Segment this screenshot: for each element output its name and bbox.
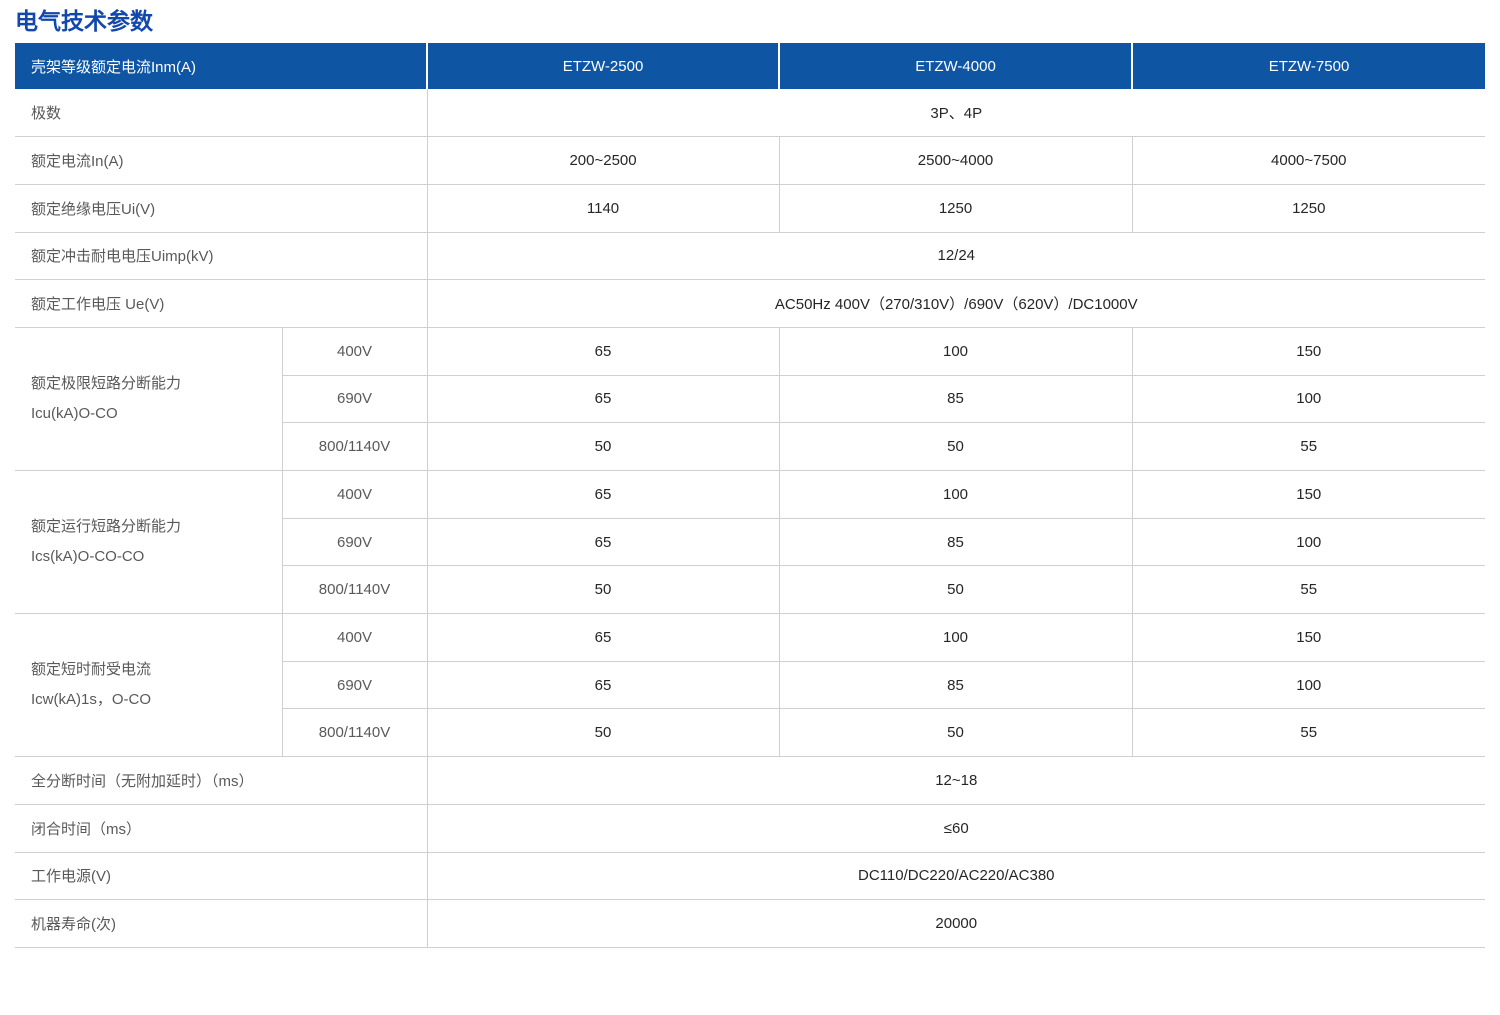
group-label-ics: 额定运行短路分断能力 Ics(kA)O-CO-CO bbox=[15, 470, 283, 615]
value-cell: 50 bbox=[779, 708, 1133, 758]
row-ics-800-1140v: 800/1140V 50 50 55 bbox=[15, 565, 1486, 615]
param-value: 3P、4P bbox=[427, 89, 1486, 138]
value-cell: 100 bbox=[779, 470, 1133, 519]
value-cell: 65 bbox=[427, 661, 780, 710]
value-cell: 50 bbox=[427, 565, 780, 615]
value-cell: 50 bbox=[779, 422, 1133, 471]
param-label: 全分断时间（无附加延时）（ms） bbox=[15, 756, 428, 805]
row-icw-800-1140v: 800/1140V 50 50 55 bbox=[15, 708, 1486, 758]
header-param-label: 壳架等级额定电流Inm(A) bbox=[15, 43, 429, 89]
value-cell: 150 bbox=[1132, 613, 1486, 662]
value-cell: 65 bbox=[427, 327, 780, 376]
page-title: 电气技术参数 bbox=[15, 8, 153, 34]
param-label: 额定绝缘电压Ui(V) bbox=[15, 184, 428, 233]
value-cell: 55 bbox=[1132, 565, 1486, 615]
value-cell: 100 bbox=[1132, 375, 1486, 424]
value-cell: 50 bbox=[427, 422, 780, 471]
value-cell: 100 bbox=[1132, 661, 1486, 710]
value-cell: 150 bbox=[1132, 470, 1486, 519]
value-cell: 100 bbox=[779, 327, 1133, 376]
group-label-line2: Icw(kA)1s，O-CO bbox=[31, 691, 152, 709]
value-cell: 65 bbox=[427, 375, 780, 424]
voltage-cell: 400V bbox=[282, 327, 428, 376]
group-label-line2: Ics(kA)O-CO-CO bbox=[31, 548, 145, 566]
group-label-line2: Icu(kA)O-CO bbox=[31, 404, 118, 422]
value-cell: 1140 bbox=[427, 184, 780, 233]
value-cell: 65 bbox=[427, 613, 780, 662]
header-col-etzw-4000: ETZW-4000 bbox=[779, 43, 1134, 89]
voltage-cell: 400V bbox=[282, 613, 428, 662]
header-row: 壳架等级额定电流Inm(A) ETZW-2500 ETZW-4000 ETZW-… bbox=[15, 43, 1486, 89]
param-label: 闭合时间（ms） bbox=[15, 804, 428, 853]
row-icu-690v: 690V 65 85 100 bbox=[15, 375, 1486, 424]
voltage-cell: 800/1140V bbox=[282, 708, 428, 758]
row-impulse-voltage: 额定冲击耐电电压Uimp(kV) 12/24 bbox=[15, 232, 1486, 281]
row-rated-current: 额定电流In(A) 200~2500 2500~4000 4000~7500 bbox=[15, 136, 1486, 185]
value-cell: 55 bbox=[1132, 422, 1486, 471]
group-label-icu: 额定极限短路分断能力 Icu(kA)O-CO bbox=[15, 327, 283, 472]
value-cell: 4000~7500 bbox=[1132, 136, 1486, 185]
param-label: 额定冲击耐电电压Uimp(kV) bbox=[15, 232, 428, 281]
voltage-cell: 800/1140V bbox=[282, 565, 428, 615]
row-break-time: 全分断时间（无附加延时）（ms） 12~18 bbox=[15, 756, 1486, 805]
header-col-etzw-2500: ETZW-2500 bbox=[427, 43, 781, 89]
page: 电气技术参数 壳架等级额定电流Inm(A) ETZW-2500 ETZW-400… bbox=[15, 8, 1486, 948]
row-mechanical-life: 机器寿命(次) 20000 bbox=[15, 899, 1486, 948]
voltage-cell: 400V bbox=[282, 470, 428, 519]
voltage-cell: 690V bbox=[282, 375, 428, 424]
value-cell: 200~2500 bbox=[427, 136, 780, 185]
value-cell: 1250 bbox=[779, 184, 1133, 233]
value-cell: 150 bbox=[1132, 327, 1486, 376]
value-cell: 100 bbox=[779, 613, 1133, 662]
param-label: 极数 bbox=[15, 89, 428, 138]
row-power-supply: 工作电源(V) DC110/DC220/AC220/AC380 bbox=[15, 852, 1486, 901]
row-closing-time: 闭合时间（ms） ≤60 bbox=[15, 804, 1486, 853]
value-cell: 1250 bbox=[1132, 184, 1486, 233]
value-cell: 2500~4000 bbox=[779, 136, 1133, 185]
param-value: 12~18 bbox=[427, 756, 1486, 805]
param-value: AC50Hz 400V（270/310V）/690V（620V）/DC1000V bbox=[427, 279, 1486, 328]
row-icu-800-1140v: 800/1140V 50 50 55 bbox=[15, 422, 1486, 471]
voltage-cell: 800/1140V bbox=[282, 422, 428, 471]
value-cell: 65 bbox=[427, 518, 780, 567]
value-cell: 50 bbox=[427, 708, 780, 758]
row-ics-690v: 690V 65 85 100 bbox=[15, 518, 1486, 567]
value-cell: 85 bbox=[779, 661, 1133, 710]
group-label-line1: 额定极限短路分断能力 bbox=[31, 374, 182, 392]
row-ics-400v: 额定运行短路分断能力 Ics(kA)O-CO-CO 400V 65 100 15… bbox=[15, 470, 1486, 615]
voltage-cell: 690V bbox=[282, 661, 428, 710]
value-cell: 85 bbox=[779, 375, 1133, 424]
spec-table: 壳架等级额定电流Inm(A) ETZW-2500 ETZW-4000 ETZW-… bbox=[15, 43, 1486, 948]
param-value: 12/24 bbox=[427, 232, 1486, 281]
param-label: 机器寿命(次) bbox=[15, 899, 428, 948]
param-label: 额定工作电压 Ue(V) bbox=[15, 279, 428, 328]
row-working-voltage: 额定工作电压 Ue(V) AC50Hz 400V（270/310V）/690V（… bbox=[15, 279, 1486, 328]
group-label-line1: 额定短时耐受电流 bbox=[31, 661, 152, 679]
group-label-icw: 额定短时耐受电流 Icw(kA)1s，O-CO bbox=[15, 613, 283, 758]
row-poles: 极数 3P、4P bbox=[15, 89, 1486, 138]
value-cell: 65 bbox=[427, 470, 780, 519]
row-icw-690v: 690V 65 85 100 bbox=[15, 661, 1486, 710]
param-value: 20000 bbox=[427, 899, 1486, 948]
row-insulation-voltage: 额定绝缘电压Ui(V) 1140 1250 1250 bbox=[15, 184, 1486, 233]
param-label: 额定电流In(A) bbox=[15, 136, 428, 185]
row-icu-400v: 额定极限短路分断能力 Icu(kA)O-CO 400V 65 100 150 bbox=[15, 327, 1486, 472]
group-label-line1: 额定运行短路分断能力 bbox=[31, 518, 182, 536]
param-value: ≤60 bbox=[427, 804, 1486, 853]
voltage-cell: 690V bbox=[282, 518, 428, 567]
value-cell: 50 bbox=[779, 565, 1133, 615]
header-col-etzw-7500: ETZW-7500 bbox=[1132, 43, 1486, 89]
row-icw-400v: 额定短时耐受电流 Icw(kA)1s，O-CO 400V 65 100 150 bbox=[15, 613, 1486, 758]
value-cell: 100 bbox=[1132, 518, 1486, 567]
param-label: 工作电源(V) bbox=[15, 852, 428, 901]
value-cell: 55 bbox=[1132, 708, 1486, 758]
param-value: DC110/DC220/AC220/AC380 bbox=[427, 852, 1486, 901]
value-cell: 85 bbox=[779, 518, 1133, 567]
